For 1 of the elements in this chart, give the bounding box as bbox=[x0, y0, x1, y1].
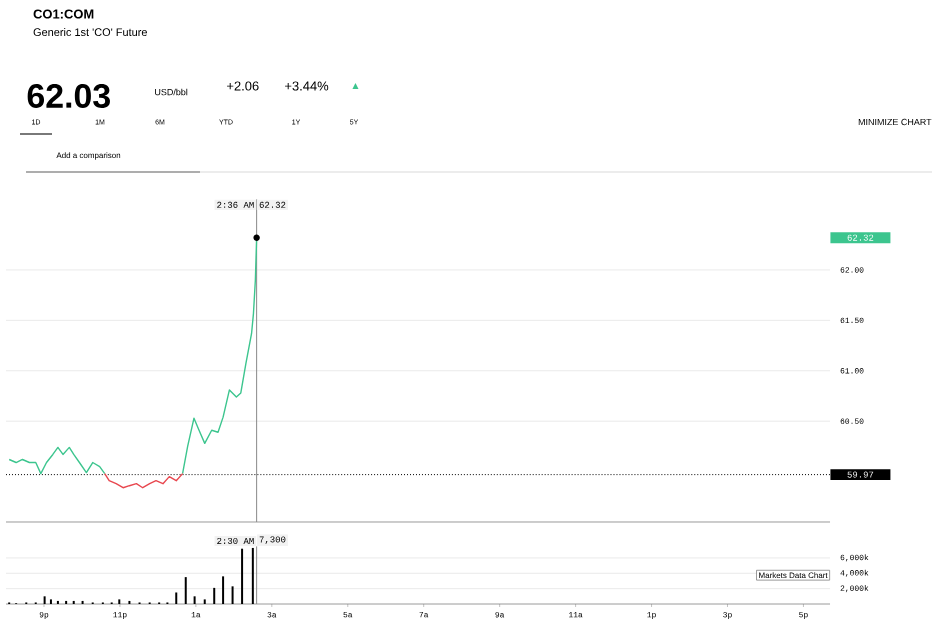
text: 62.03 bbox=[27, 83, 110, 109]
